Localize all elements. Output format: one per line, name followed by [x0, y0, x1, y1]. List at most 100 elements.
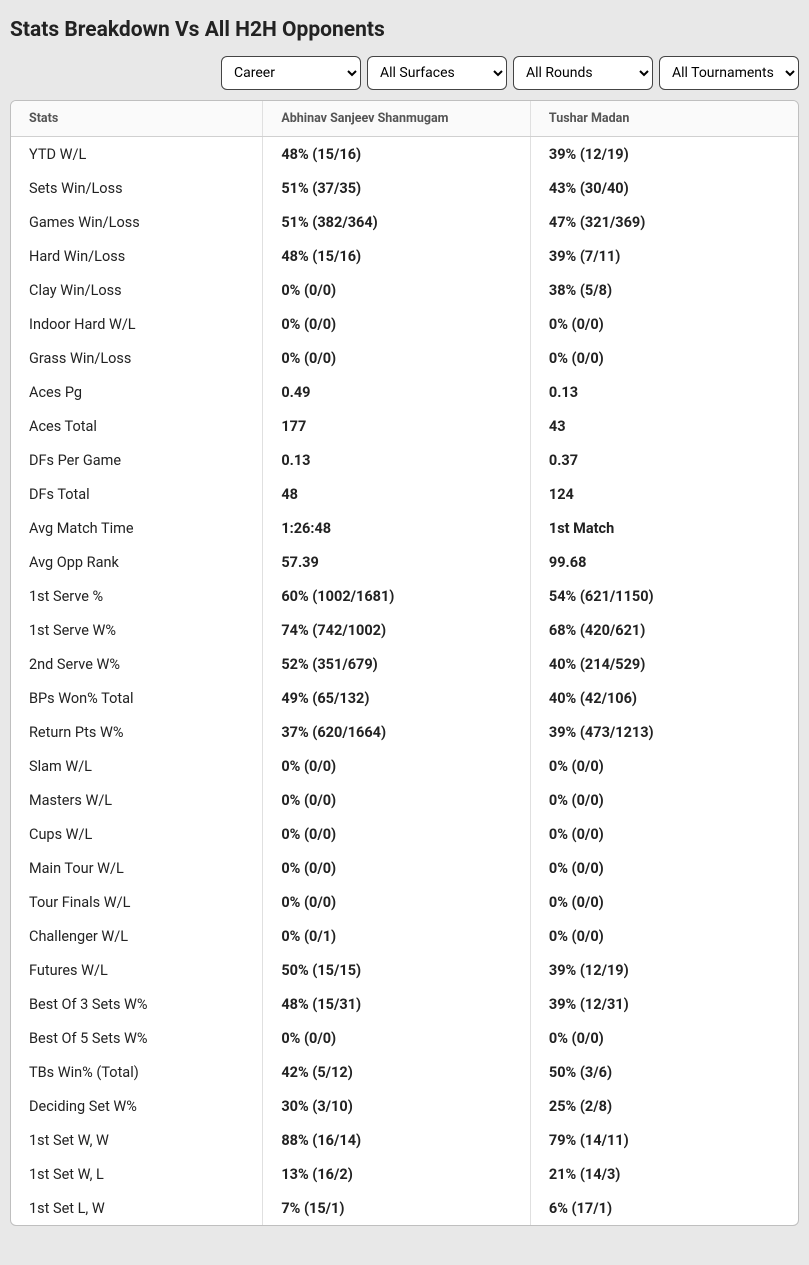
filter-surfaces[interactable]: All Surfaces — [367, 56, 507, 90]
table-row: Best Of 3 Sets W%48% (15/31)39% (12/31) — [11, 987, 798, 1021]
stat-label: Masters W/L — [11, 783, 263, 817]
stat-value-player1: 49% (65/132) — [263, 681, 531, 715]
stat-value-player1: 60% (1002/1681) — [263, 579, 531, 613]
stat-value-player1: 48 — [263, 477, 531, 511]
stat-value-player1: 42% (5/12) — [263, 1055, 531, 1089]
stat-label: Avg Opp Rank — [11, 545, 263, 579]
stat-value-player2: 39% (7/11) — [530, 239, 798, 273]
stat-label: Clay Win/Loss — [11, 273, 263, 307]
stat-value-player1: 0% (0/0) — [263, 885, 531, 919]
stat-value-player2: 99.68 — [530, 545, 798, 579]
stat-value-player1: 52% (351/679) — [263, 647, 531, 681]
stat-value-player2: 39% (12/19) — [530, 953, 798, 987]
stat-value-player2: 25% (2/8) — [530, 1089, 798, 1123]
stat-value-player2: 50% (3/6) — [530, 1055, 798, 1089]
stat-value-player1: 48% (15/31) — [263, 987, 531, 1021]
table-row: Tour Finals W/L0% (0/0)0% (0/0) — [11, 885, 798, 919]
stat-value-player1: 37% (620/1664) — [263, 715, 531, 749]
table-row: Hard Win/Loss48% (15/16)39% (7/11) — [11, 239, 798, 273]
stat-label: Futures W/L — [11, 953, 263, 987]
filter-tournaments[interactable]: All Tournaments — [659, 56, 799, 90]
stat-value-player1: 0.49 — [263, 375, 531, 409]
stat-value-player1: 0% (0/0) — [263, 783, 531, 817]
stats-table-card: Stats Abhinav Sanjeev Shanmugam Tushar M… — [10, 100, 799, 1226]
table-row: Clay Win/Loss0% (0/0)38% (5/8) — [11, 273, 798, 307]
stats-table: Stats Abhinav Sanjeev Shanmugam Tushar M… — [11, 101, 798, 1225]
stat-label: Main Tour W/L — [11, 851, 263, 885]
stat-label: Slam W/L — [11, 749, 263, 783]
stat-label: TBs Win% (Total) — [11, 1055, 263, 1089]
stat-value-player2: 43% (30/40) — [530, 171, 798, 205]
stat-label: DFs Per Game — [11, 443, 263, 477]
stat-label: 1st Set W, L — [11, 1157, 263, 1191]
stat-value-player1: 0% (0/0) — [263, 1021, 531, 1055]
stat-value-player1: 48% (15/16) — [263, 137, 531, 172]
stat-value-player1: 7% (15/1) — [263, 1191, 531, 1225]
stat-label: Challenger W/L — [11, 919, 263, 953]
stat-value-player1: 57.39 — [263, 545, 531, 579]
page-title: Stats Breakdown Vs All H2H Opponents — [10, 18, 799, 42]
stat-label: DFs Total — [11, 477, 263, 511]
table-row: Cups W/L0% (0/0)0% (0/0) — [11, 817, 798, 851]
table-row: Slam W/L0% (0/0)0% (0/0) — [11, 749, 798, 783]
stat-value-player2: 0% (0/0) — [530, 1021, 798, 1055]
table-row: TBs Win% (Total)42% (5/12)50% (3/6) — [11, 1055, 798, 1089]
stat-value-player2: 0% (0/0) — [530, 817, 798, 851]
stat-label: 2nd Serve W% — [11, 647, 263, 681]
table-row: Main Tour W/L0% (0/0)0% (0/0) — [11, 851, 798, 885]
filter-career[interactable]: Career — [221, 56, 361, 90]
stat-value-player1: 50% (15/15) — [263, 953, 531, 987]
col-header-player1: Abhinav Sanjeev Shanmugam — [263, 101, 531, 137]
stat-value-player2: 47% (321/369) — [530, 205, 798, 239]
stat-label: 1st Serve W% — [11, 613, 263, 647]
table-row: 1st Serve %60% (1002/1681)54% (621/1150) — [11, 579, 798, 613]
stat-value-player1: 30% (3/10) — [263, 1089, 531, 1123]
stat-value-player2: 54% (621/1150) — [530, 579, 798, 613]
table-row: 1st Serve W%74% (742/1002)68% (420/621) — [11, 613, 798, 647]
stat-value-player2: 40% (42/106) — [530, 681, 798, 715]
stat-value-player1: 51% (382/364) — [263, 205, 531, 239]
table-row: Aces Total17743 — [11, 409, 798, 443]
table-row: Return Pts W%37% (620/1664)39% (473/1213… — [11, 715, 798, 749]
stat-value-player2: 0% (0/0) — [530, 783, 798, 817]
filter-rounds[interactable]: All Rounds — [513, 56, 653, 90]
table-row: Grass Win/Loss0% (0/0)0% (0/0) — [11, 341, 798, 375]
stat-label: BPs Won% Total — [11, 681, 263, 715]
table-row: Games Win/Loss51% (382/364)47% (321/369) — [11, 205, 798, 239]
table-row: DFs Per Game0.130.37 — [11, 443, 798, 477]
stat-value-player2: 68% (420/621) — [530, 613, 798, 647]
stat-value-player2: 38% (5/8) — [530, 273, 798, 307]
table-row: Aces Pg0.490.13 — [11, 375, 798, 409]
table-row: BPs Won% Total49% (65/132)40% (42/106) — [11, 681, 798, 715]
stat-value-player2: 0.13 — [530, 375, 798, 409]
stat-label: Return Pts W% — [11, 715, 263, 749]
stat-value-player1: 0% (0/0) — [263, 851, 531, 885]
table-row: Best Of 5 Sets W%0% (0/0)0% (0/0) — [11, 1021, 798, 1055]
stat-value-player1: 74% (742/1002) — [263, 613, 531, 647]
stat-value-player2: 39% (473/1213) — [530, 715, 798, 749]
table-row: DFs Total48124 — [11, 477, 798, 511]
stat-value-player2: 0.37 — [530, 443, 798, 477]
stat-value-player1: 51% (37/35) — [263, 171, 531, 205]
table-row: YTD W/L48% (15/16)39% (12/19) — [11, 137, 798, 172]
stat-value-player1: 88% (16/14) — [263, 1123, 531, 1157]
stat-label: 1st Serve % — [11, 579, 263, 613]
stat-label: 1st Set L, W — [11, 1191, 263, 1225]
stat-value-player1: 0% (0/0) — [263, 273, 531, 307]
stat-value-player1: 0% (0/1) — [263, 919, 531, 953]
table-row: Masters W/L0% (0/0)0% (0/0) — [11, 783, 798, 817]
table-row: 1st Set L, W7% (15/1)6% (17/1) — [11, 1191, 798, 1225]
stat-value-player2: 0% (0/0) — [530, 851, 798, 885]
stat-value-player1: 0.13 — [263, 443, 531, 477]
stat-value-player2: 0% (0/0) — [530, 919, 798, 953]
table-row: Challenger W/L0% (0/1)0% (0/0) — [11, 919, 798, 953]
stat-label: Indoor Hard W/L — [11, 307, 263, 341]
stat-value-player2: 0% (0/0) — [530, 307, 798, 341]
table-row: Deciding Set W%30% (3/10)25% (2/8) — [11, 1089, 798, 1123]
table-row: 1st Set W, W88% (16/14)79% (14/11) — [11, 1123, 798, 1157]
stat-value-player2: 0% (0/0) — [530, 749, 798, 783]
table-row: 2nd Serve W%52% (351/679)40% (214/529) — [11, 647, 798, 681]
stat-value-player1: 177 — [263, 409, 531, 443]
stat-value-player2: 21% (14/3) — [530, 1157, 798, 1191]
stat-label: Cups W/L — [11, 817, 263, 851]
